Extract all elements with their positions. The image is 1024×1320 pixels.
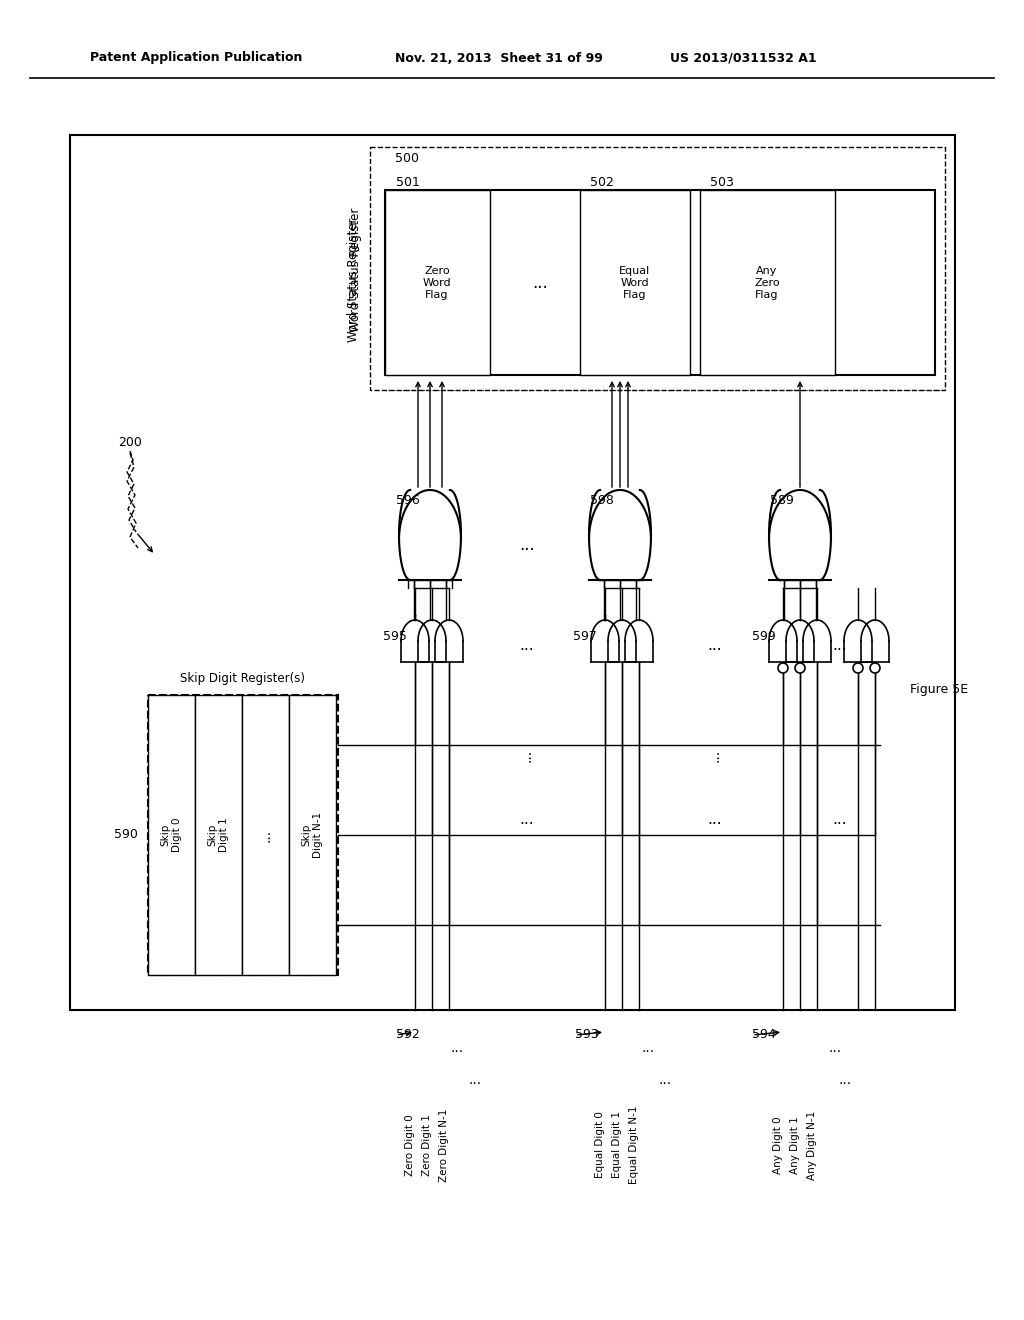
Bar [370,147,945,389]
Text: 596: 596 [396,494,420,507]
Text: 598: 598 [590,494,613,507]
Text: ...: ... [708,813,722,828]
Text: Skip
Digit 0: Skip Digit 0 [161,818,182,853]
Text: Equal
Word
Flag: Equal Word Flag [620,267,650,300]
Text: Any Digit 0: Any Digit 0 [773,1117,783,1173]
Text: ...: ... [520,748,534,762]
Text: Skip Digit Register(s): Skip Digit Register(s) [180,672,305,685]
Text: 501: 501 [396,176,420,189]
Text: 595: 595 [383,630,407,643]
Text: Zero Digit N-1: Zero Digit N-1 [439,1109,449,1181]
Text: ...: ... [451,1041,464,1055]
Bar [385,190,490,375]
Bar [195,696,242,975]
Text: Word Status Register: Word Status Register [348,207,361,333]
Text: 597: 597 [573,630,597,643]
Circle shape [870,663,880,673]
Text: Zero Digit 1: Zero Digit 1 [422,1114,432,1176]
Bar [148,696,195,975]
Text: Any Digit 1: Any Digit 1 [790,1117,800,1173]
Text: ...: ... [468,1073,481,1086]
Text: ...: ... [519,536,535,554]
Text: Equal Digit N-1: Equal Digit N-1 [629,1106,639,1184]
Text: Nov. 21, 2013  Sheet 31 of 99: Nov. 21, 2013 Sheet 31 of 99 [395,51,603,65]
Bar [148,696,338,975]
Text: Patent Application Publication: Patent Application Publication [90,51,302,65]
Text: ...: ... [520,638,535,652]
Text: 594: 594 [752,1028,776,1041]
Text: Word Status Register: Word Status Register [347,218,360,342]
Text: ...: ... [833,638,847,652]
Circle shape [795,663,805,673]
Text: 593: 593 [575,1028,599,1041]
Text: ...: ... [708,748,722,762]
Text: 200: 200 [118,437,142,450]
Text: ...: ... [520,813,535,828]
Bar [242,696,289,975]
Text: Zero
Word
Flag: Zero Word Flag [423,267,452,300]
Text: Any
Zero
Flag: Any Zero Flag [755,267,780,300]
Text: 590: 590 [114,829,138,842]
Bar [289,696,336,975]
Text: US 2013/0311532 A1: US 2013/0311532 A1 [670,51,816,65]
Text: ...: ... [258,829,272,842]
Circle shape [853,663,863,673]
Text: ...: ... [839,1073,852,1086]
Text: ...: ... [641,1041,654,1055]
Text: 589: 589 [770,494,794,507]
Bar [385,190,935,375]
Text: Zero Digit 0: Zero Digit 0 [406,1114,415,1176]
Text: 500: 500 [395,152,419,165]
Text: Skip
Digit N-1: Skip Digit N-1 [302,812,324,858]
Bar [70,135,955,1010]
Text: ...: ... [658,1073,672,1086]
Text: Figure 5E: Figure 5E [910,684,968,697]
Bar [580,190,690,375]
Text: ...: ... [833,813,847,828]
Text: ...: ... [828,1041,842,1055]
Text: 502: 502 [590,176,613,189]
Text: 503: 503 [710,176,734,189]
Circle shape [778,663,788,673]
Text: Any Digit N-1: Any Digit N-1 [807,1110,817,1180]
Text: ...: ... [532,275,548,292]
Bar [700,190,835,375]
Text: Equal Digit 0: Equal Digit 0 [595,1111,605,1179]
Text: 599: 599 [752,630,776,643]
Text: ...: ... [708,638,722,652]
Text: Skip
Digit 1: Skip Digit 1 [208,817,229,853]
Text: 592: 592 [396,1028,420,1041]
Text: Equal Digit 1: Equal Digit 1 [612,1111,622,1179]
